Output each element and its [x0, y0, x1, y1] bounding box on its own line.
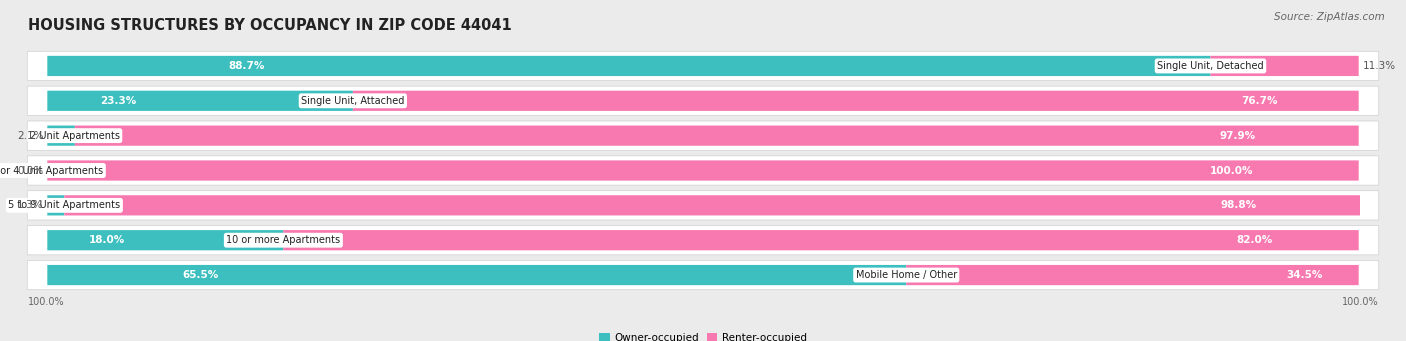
- FancyBboxPatch shape: [27, 156, 1379, 185]
- FancyBboxPatch shape: [48, 56, 1211, 76]
- Text: 65.5%: 65.5%: [183, 270, 219, 280]
- Text: 23.3%: 23.3%: [100, 96, 136, 106]
- Text: 10 or more Apartments: 10 or more Apartments: [226, 235, 340, 245]
- Text: 3 or 4 Unit Apartments: 3 or 4 Unit Apartments: [0, 165, 104, 176]
- Text: 2 Unit Apartments: 2 Unit Apartments: [30, 131, 120, 140]
- Text: Mobile Home / Other: Mobile Home / Other: [856, 270, 957, 280]
- FancyBboxPatch shape: [1211, 56, 1358, 76]
- Text: 100.0%: 100.0%: [1341, 297, 1378, 307]
- Text: 100.0%: 100.0%: [1211, 165, 1254, 176]
- Text: 97.9%: 97.9%: [1220, 131, 1256, 140]
- FancyBboxPatch shape: [27, 191, 1379, 220]
- Text: 76.7%: 76.7%: [1241, 96, 1278, 106]
- FancyBboxPatch shape: [75, 125, 1358, 146]
- FancyBboxPatch shape: [27, 261, 1379, 290]
- FancyBboxPatch shape: [27, 86, 1379, 116]
- Text: 11.3%: 11.3%: [1362, 61, 1396, 71]
- Text: 2.1%: 2.1%: [17, 131, 44, 140]
- Text: 0.0%: 0.0%: [17, 165, 44, 176]
- Text: Single Unit, Detached: Single Unit, Detached: [1157, 61, 1264, 71]
- FancyBboxPatch shape: [907, 265, 1358, 285]
- FancyBboxPatch shape: [27, 51, 1379, 80]
- Text: 88.7%: 88.7%: [228, 61, 264, 71]
- FancyBboxPatch shape: [48, 265, 907, 285]
- Text: Source: ZipAtlas.com: Source: ZipAtlas.com: [1274, 12, 1385, 22]
- Text: 34.5%: 34.5%: [1286, 270, 1323, 280]
- Legend: Owner-occupied, Renter-occupied: Owner-occupied, Renter-occupied: [595, 329, 811, 341]
- FancyBboxPatch shape: [353, 91, 1358, 111]
- Text: 18.0%: 18.0%: [90, 235, 125, 245]
- Text: Single Unit, Attached: Single Unit, Attached: [301, 96, 405, 106]
- Text: 100.0%: 100.0%: [28, 297, 65, 307]
- Text: HOUSING STRUCTURES BY OCCUPANCY IN ZIP CODE 44041: HOUSING STRUCTURES BY OCCUPANCY IN ZIP C…: [28, 18, 512, 33]
- FancyBboxPatch shape: [284, 230, 1358, 250]
- FancyBboxPatch shape: [48, 125, 75, 146]
- FancyBboxPatch shape: [65, 195, 1360, 216]
- FancyBboxPatch shape: [48, 230, 284, 250]
- Text: 5 to 9 Unit Apartments: 5 to 9 Unit Apartments: [8, 201, 121, 210]
- Text: 82.0%: 82.0%: [1236, 235, 1272, 245]
- FancyBboxPatch shape: [48, 160, 1358, 181]
- Text: 98.8%: 98.8%: [1220, 201, 1257, 210]
- FancyBboxPatch shape: [27, 225, 1379, 255]
- FancyBboxPatch shape: [48, 91, 353, 111]
- FancyBboxPatch shape: [48, 195, 65, 216]
- FancyBboxPatch shape: [27, 121, 1379, 150]
- Text: 1.3%: 1.3%: [17, 201, 44, 210]
